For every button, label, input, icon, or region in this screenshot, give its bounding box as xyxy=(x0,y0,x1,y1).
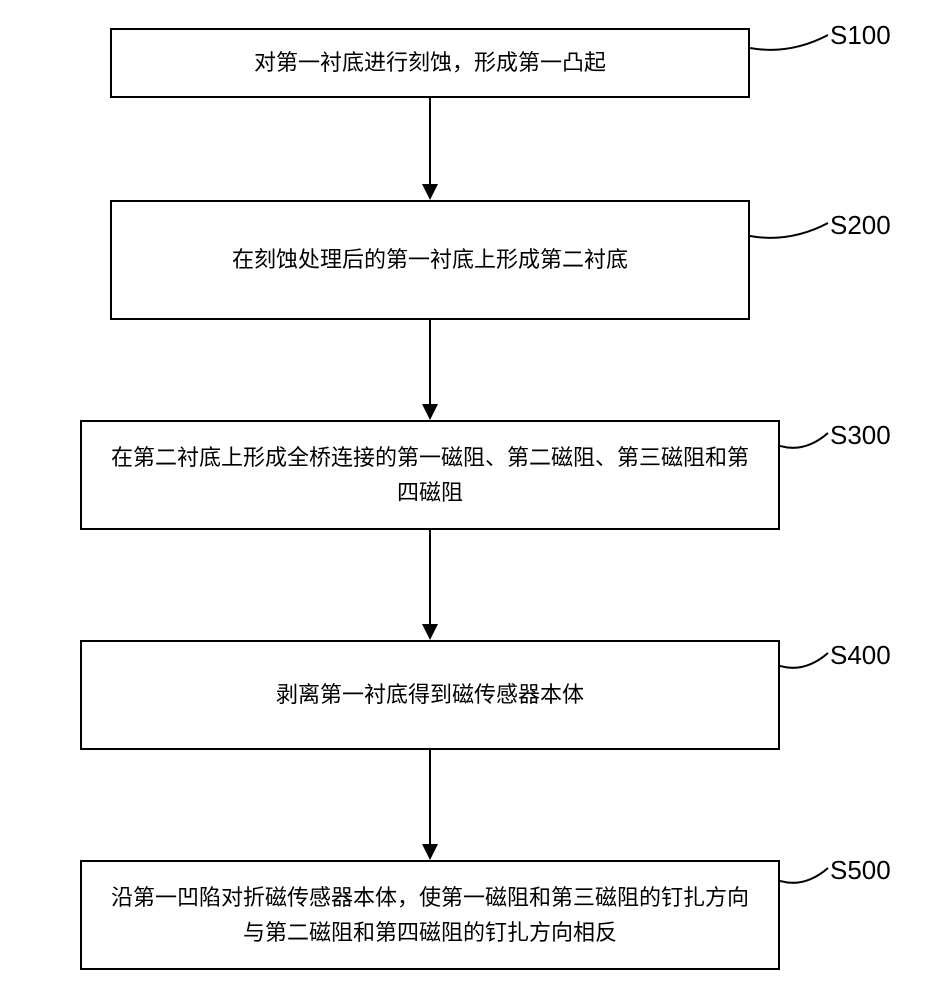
step-label-s500: S500 xyxy=(830,855,891,886)
step-text: 对第一衬底进行刻蚀，形成第一凸起 xyxy=(254,45,606,80)
step-text: 在刻蚀处理后的第一衬底上形成第二衬底 xyxy=(232,242,628,277)
flow-step-s100: 对第一衬底进行刻蚀，形成第一凸起 xyxy=(110,28,750,98)
step-label-s400: S400 xyxy=(830,640,891,671)
arrow-s100-s200 xyxy=(420,98,440,200)
connector-s500 xyxy=(780,863,830,893)
flow-step-s200: 在刻蚀处理后的第一衬底上形成第二衬底 xyxy=(110,200,750,320)
arrow-s300-s400 xyxy=(420,530,440,640)
flow-step-s300: 在第二衬底上形成全桥连接的第一磁阻、第二磁阻、第三磁阻和第四磁阻 xyxy=(80,420,780,530)
connector-s200 xyxy=(750,218,830,248)
flow-step-s400: 剥离第一衬底得到磁传感器本体 xyxy=(80,640,780,750)
connector-s300 xyxy=(780,428,830,458)
step-text: 剥离第一衬底得到磁传感器本体 xyxy=(276,677,584,712)
flow-step-s500: 沿第一凹陷对折磁传感器本体，使第一磁阻和第三磁阻的钉扎方向与第二磁阻和第四磁阻的… xyxy=(80,860,780,970)
arrow-s200-s300 xyxy=(420,320,440,420)
step-label-s300: S300 xyxy=(830,420,891,451)
flowchart-container: 对第一衬底进行刻蚀，形成第一凸起 在刻蚀处理后的第一衬底上形成第二衬底 在第二衬… xyxy=(0,0,947,1000)
step-label-s200: S200 xyxy=(830,210,891,241)
connector-s100 xyxy=(750,30,830,60)
step-text: 沿第一凹陷对折磁传感器本体，使第一磁阻和第三磁阻的钉扎方向与第二磁阻和第四磁阻的… xyxy=(102,880,758,950)
step-label-s100: S100 xyxy=(830,20,891,51)
step-text: 在第二衬底上形成全桥连接的第一磁阻、第二磁阻、第三磁阻和第四磁阻 xyxy=(102,440,758,510)
arrow-s400-s500 xyxy=(420,750,440,860)
connector-s400 xyxy=(780,648,830,678)
